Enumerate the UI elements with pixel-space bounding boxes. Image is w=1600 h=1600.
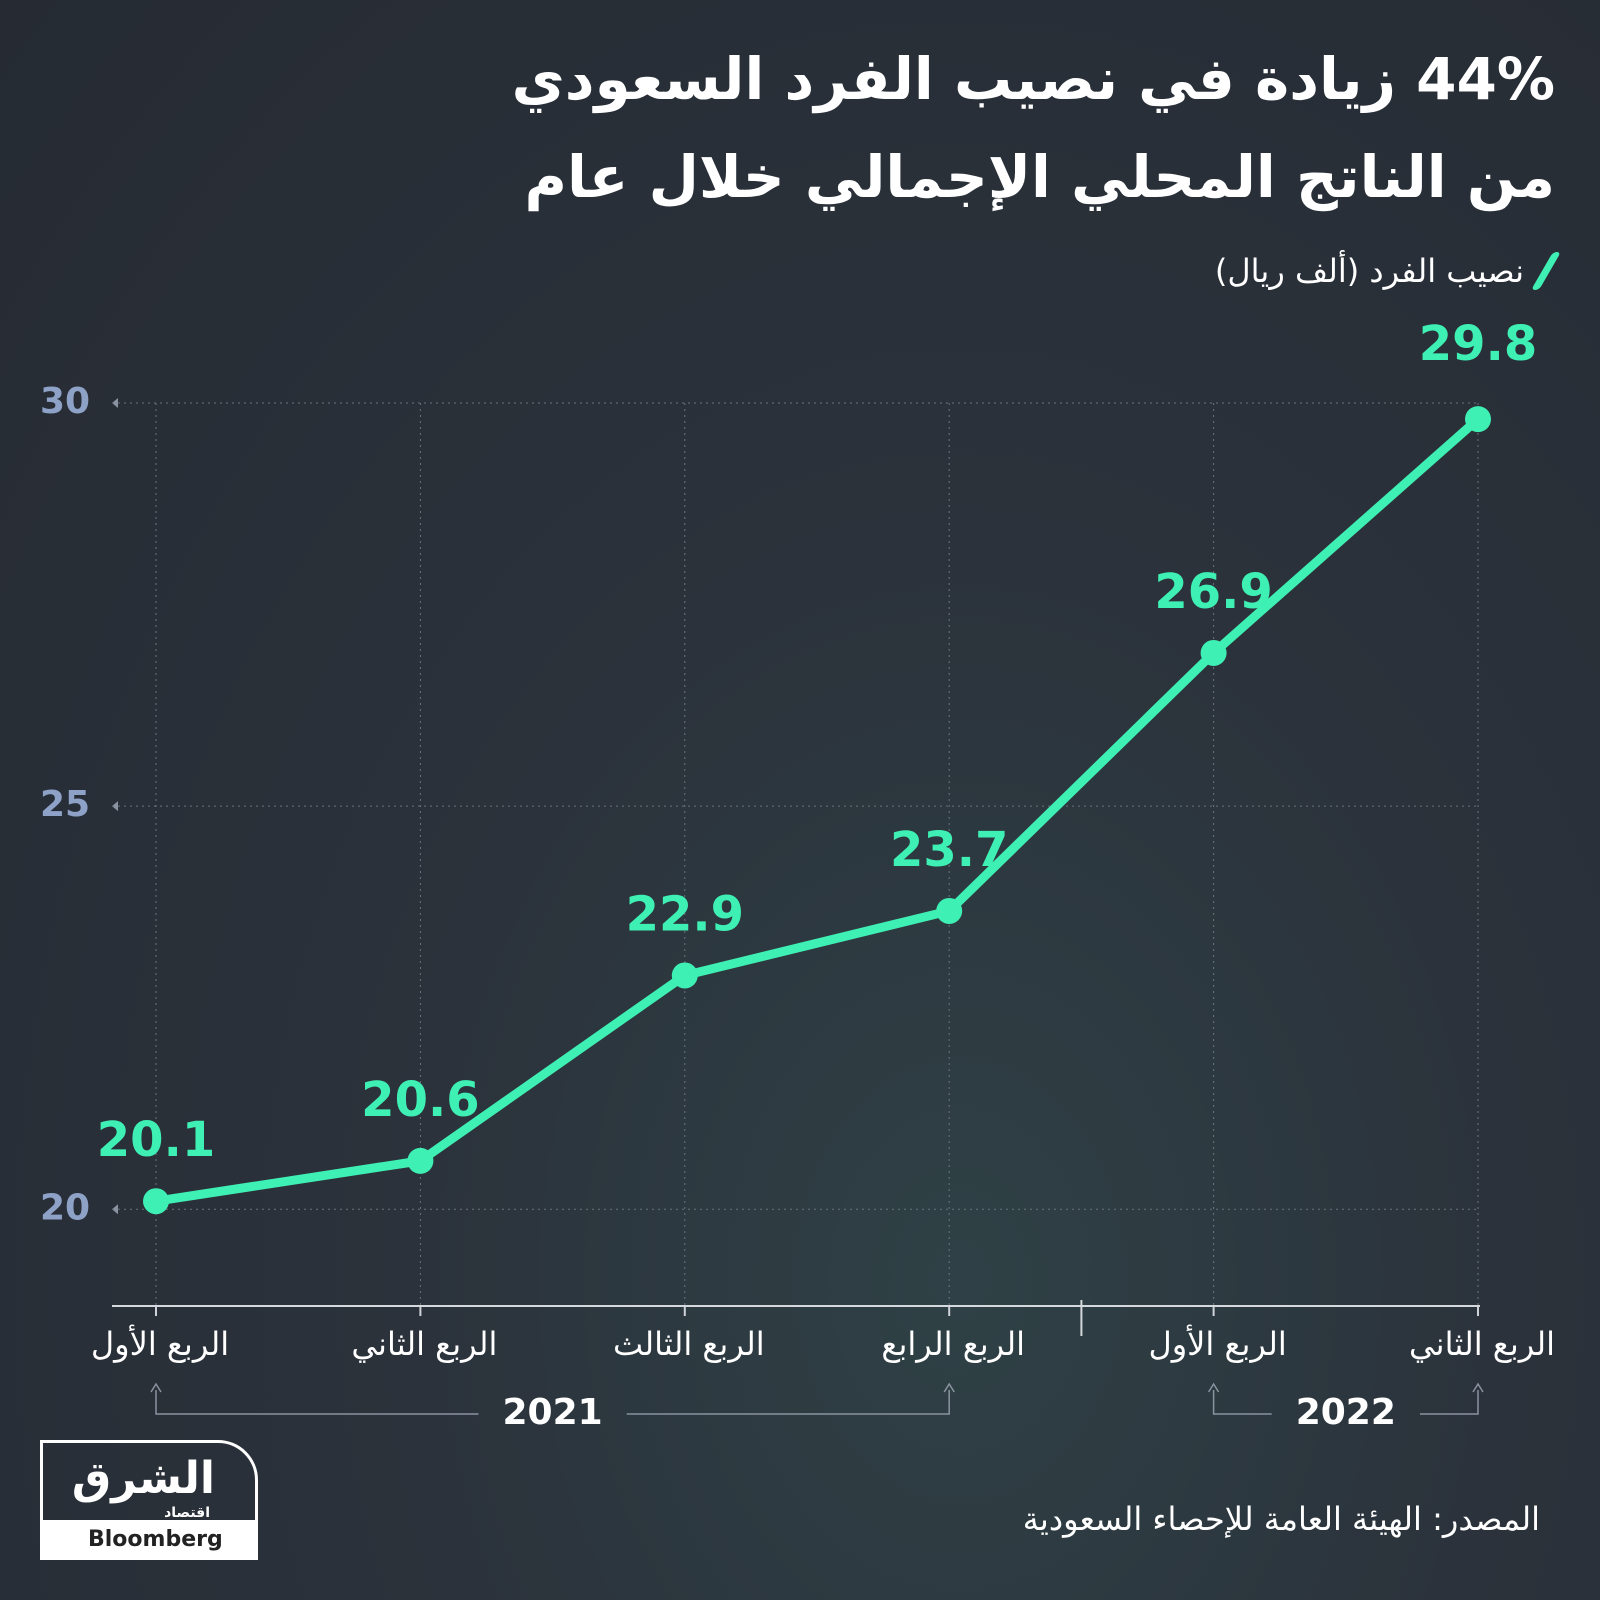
data-label: 26.9 xyxy=(1154,564,1272,620)
point xyxy=(143,1188,169,1215)
logo-text: Bloomberg xyxy=(40,1520,258,1560)
data-label: 23.7 xyxy=(890,822,1008,878)
line xyxy=(155,415,1481,1206)
point xyxy=(407,1147,434,1174)
logo-text: اقتصاد xyxy=(164,1505,210,1521)
data-label: 20.1 xyxy=(97,1112,215,1168)
tick-mark xyxy=(112,398,118,408)
logo: الشرق اقتصاد مع Bloomberg xyxy=(40,1440,258,1560)
group-label: 2022 xyxy=(1296,1392,1396,1433)
source: المصدر: الهيئة العامة للإحصاء السعودية xyxy=(1022,1500,1540,1538)
bracket-arrow xyxy=(1207,1382,1220,1393)
logo-text: الشرق xyxy=(71,1453,215,1504)
x-tick-label: الربع الثاني xyxy=(351,1325,497,1363)
data-label: 29.8 xyxy=(1419,316,1537,372)
title: 44% زيادة في نصيب الفرد السعودي من النات… xyxy=(155,30,1555,226)
data-label: 22.9 xyxy=(626,886,744,942)
bracket-arrow xyxy=(943,1382,955,1393)
title-line: 44% زيادة في نصيب الفرد السعودي xyxy=(511,45,1555,113)
legend-label: نصيب الفرد (ألف ريال) xyxy=(1214,252,1524,290)
point xyxy=(1200,639,1227,666)
y-tick-label: 20 xyxy=(40,1187,90,1228)
point xyxy=(671,962,698,989)
x-tick-label: الربع الثاني xyxy=(1409,1325,1555,1363)
point xyxy=(936,897,963,924)
y-tick-label: 25 xyxy=(40,784,90,825)
x-tick-label: الربع الأول xyxy=(91,1324,229,1363)
tick-mark xyxy=(112,1204,118,1215)
title-line: من الناتج المحلي الإجمالي خلال عام xyxy=(524,143,1555,211)
group-bracket xyxy=(1212,1390,1479,1415)
group-label: 2021 xyxy=(502,1392,602,1433)
x-tick-label: الربع الرابع xyxy=(881,1325,1025,1363)
group-bracket xyxy=(155,1390,950,1415)
y-tick-label: 30 xyxy=(40,381,90,422)
bracket-arrow xyxy=(150,1382,162,1393)
x-tick-label: الربع الثالث xyxy=(613,1325,765,1363)
point xyxy=(1465,406,1491,433)
bracket-arrow xyxy=(1472,1382,1484,1393)
legend: نصيب الفرد (ألف ريال) xyxy=(1214,252,1561,290)
tick-mark xyxy=(112,801,118,812)
data-label: 20.6 xyxy=(361,1072,479,1128)
x-tick-label: الربع الأول xyxy=(1148,1324,1286,1363)
